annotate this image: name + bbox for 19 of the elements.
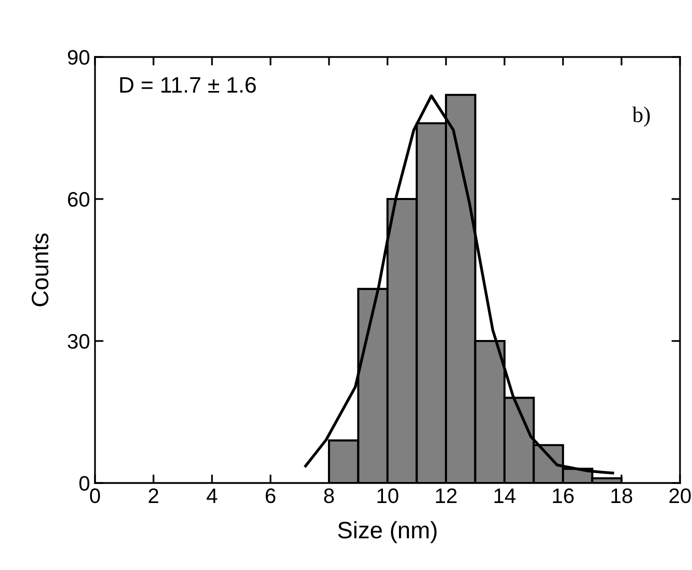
annotation: b) <box>632 106 650 127</box>
x-tick-label: 2 <box>148 488 158 503</box>
x-tick-label: 6 <box>266 488 276 504</box>
y-tick-label: 60 <box>68 192 90 207</box>
x-tick-label: 18 <box>612 488 632 504</box>
x-tick-label: 20 <box>669 488 691 504</box>
x-tick-label: 14 <box>494 488 516 503</box>
y-tick-label: 30 <box>68 334 90 349</box>
x-tick-label: 4 <box>206 488 218 503</box>
x-axis-title: Size (nm) <box>338 521 437 544</box>
x-tick-label: 0 <box>90 488 100 504</box>
y-axis-title: Counts <box>32 233 48 306</box>
x-tick-label: 12 <box>436 488 457 503</box>
x-tick-label: 10 <box>378 488 398 504</box>
x-tick-label: 8 <box>324 488 334 504</box>
x-tick-label: 16 <box>553 488 574 504</box>
annotation: D = 11.7 ± 1.6 <box>120 77 256 93</box>
y-tick-label: 0 <box>79 476 90 491</box>
y-tick-label: 90 <box>68 50 90 65</box>
